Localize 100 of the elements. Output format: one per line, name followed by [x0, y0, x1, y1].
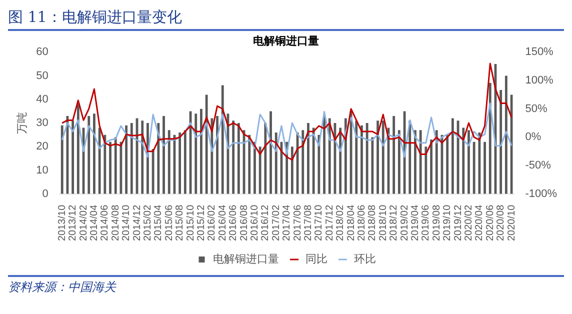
x-tick-label: 2018/04 [346, 204, 357, 242]
bar [248, 134, 251, 194]
bar [366, 123, 368, 194]
bar [339, 128, 342, 194]
bar [109, 142, 112, 194]
bar [290, 146, 294, 194]
bar [376, 120, 379, 194]
bar [312, 128, 315, 194]
x-tick-label: 2014/10 [121, 204, 132, 242]
bar [504, 76, 508, 194]
bar [162, 116, 165, 194]
bar [307, 123, 310, 194]
x-tick-label: 2020/06 [484, 204, 496, 242]
x-tick-label: 2020/08 [496, 204, 507, 242]
y-tick-label: 0 [42, 188, 48, 200]
x-tick-label: 2016/06 [228, 204, 240, 242]
x-tick-label: 2014/02 [78, 204, 90, 242]
x-tick-label: 2016/04 [217, 204, 228, 242]
y2-tick-label: 50% [525, 102, 548, 115]
bar [360, 125, 363, 194]
x-tick-label: 2020/02 [463, 204, 474, 242]
x-tick-label: 2020/04 [474, 204, 486, 242]
bar [98, 128, 101, 194]
x-tick-label: 2017/02 [270, 204, 282, 242]
bar [205, 94, 208, 194]
bar [408, 120, 412, 194]
text: 资料来源：中国海关 [8, 279, 118, 296]
bar [500, 90, 502, 194]
y-tick-label: 50 [36, 70, 48, 82]
x-tick-label: 2014/12 [132, 204, 143, 242]
y-axis-title: 万吨 [16, 112, 29, 134]
x-tick-label: 2015/08 [174, 204, 186, 242]
bar [264, 123, 267, 194]
x-tick-label: 2015/04 [153, 204, 164, 242]
bar [221, 85, 224, 194]
bar [141, 120, 144, 194]
y2-tick-label: 0% [525, 131, 542, 144]
bar [152, 148, 154, 194]
x-tick-label: 2017/04 [282, 204, 293, 242]
x-tick-label: 2014/08 [110, 204, 122, 242]
y-tick-label: 30 [36, 117, 48, 130]
bar [398, 130, 400, 194]
x-tick-label: 2017/06 [292, 204, 304, 242]
y-tick-label: 10 [36, 164, 48, 176]
x-tick-label: 2014/06 [100, 204, 111, 242]
bar [371, 137, 374, 194]
bar [232, 120, 235, 194]
x-tick-label: 2015/12 [196, 204, 207, 242]
x-tick-label: 2015/10 [185, 204, 196, 242]
x-tick-label: 2017/12 [324, 204, 336, 242]
bar [446, 134, 449, 194]
y2-tick-label: -50% [525, 160, 552, 172]
x-tick-label: 2016/10 [249, 204, 260, 242]
x-tick-label: 2013/10 [56, 204, 68, 242]
bar [114, 137, 117, 194]
x-tick-label: 2016/08 [238, 204, 250, 242]
bar [382, 120, 384, 194]
x-tick-label: 2016/12 [260, 204, 272, 242]
bar [88, 116, 90, 194]
bar [472, 142, 476, 194]
bar [435, 130, 438, 194]
bar [237, 123, 240, 194]
legend-label: 电解铜进口量 [212, 252, 279, 266]
bar [424, 146, 428, 194]
x-tick-label: 2018/10 [378, 204, 389, 242]
bar [125, 125, 128, 194]
bar [216, 116, 218, 194]
x-tick-label: 2019/06 [420, 204, 432, 242]
bar [323, 116, 326, 194]
x-tick-label: 2019/04 [410, 204, 421, 242]
bar [72, 120, 74, 194]
x-tick-label: 2015/06 [164, 204, 175, 242]
bar [462, 128, 465, 194]
x-tick-label: 2019/12 [452, 204, 464, 242]
bar [478, 132, 481, 194]
x-tick-label: 2017/10 [314, 204, 325, 242]
y-tick-label: 60 [36, 46, 48, 58]
x-tick-label: 2018/06 [356, 204, 368, 242]
legend-label: 环比 [354, 252, 376, 266]
chart-subtitle: 电解铜进口量 [253, 34, 319, 48]
bar [200, 108, 202, 194]
bar [258, 146, 262, 194]
bar [194, 114, 198, 194]
x-tick-label: 2019/02 [399, 204, 410, 242]
bar [451, 118, 454, 194]
bar [104, 134, 106, 194]
bar [130, 123, 133, 194]
x-tick-label: 2018/08 [367, 204, 378, 242]
y2-tick-label: 100% [525, 74, 554, 87]
x-tick-label: 2018/02 [335, 204, 346, 242]
bar [468, 130, 470, 194]
bar [484, 142, 486, 194]
x-tick-label: 2016/02 [206, 204, 218, 242]
y-tick-label: 20 [36, 140, 48, 153]
bar [76, 104, 80, 194]
x-tick-label: 2020/10 [506, 204, 518, 242]
bar [93, 114, 96, 194]
bar [488, 82, 492, 194]
bar [355, 120, 358, 194]
bar [60, 125, 64, 194]
